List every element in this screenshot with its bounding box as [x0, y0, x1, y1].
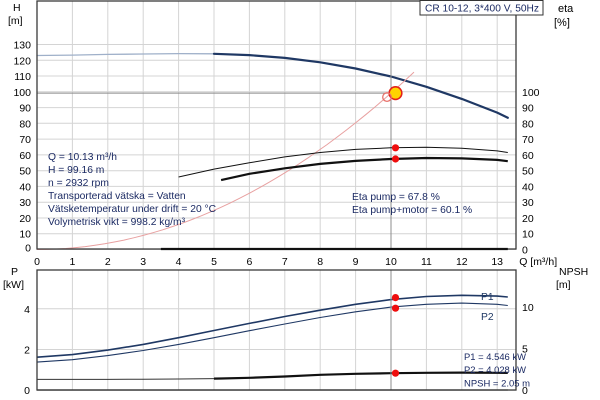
svg-text:10: 10: [385, 256, 397, 268]
svg-text:2: 2: [105, 256, 111, 268]
svg-text:2: 2: [24, 345, 30, 357]
svg-text:P1: P1: [481, 292, 494, 303]
svg-text:30: 30: [19, 197, 31, 209]
svg-text:50: 50: [19, 166, 31, 178]
svg-text:Eta pump = 67.8 %: Eta pump = 67.8 %: [352, 192, 440, 203]
svg-text:[m]: [m]: [8, 15, 23, 27]
svg-text:90: 90: [19, 103, 31, 115]
svg-text:P2: P2: [481, 312, 494, 323]
svg-text:13: 13: [491, 256, 503, 268]
svg-text:10: 10: [522, 229, 534, 241]
svg-text:Vätsketemperatur under drift =: Vätsketemperatur under drift = 20 °C: [48, 204, 217, 215]
svg-text:3: 3: [140, 256, 146, 268]
svg-text:11: 11: [421, 256, 432, 268]
svg-text:20: 20: [522, 213, 534, 225]
svg-text:Q = 10.13 m³/h: Q = 10.13 m³/h: [48, 152, 117, 163]
svg-text:[%]: [%]: [554, 17, 570, 29]
svg-text:7: 7: [282, 256, 288, 268]
svg-text:H = 99.16 m: H = 99.16 m: [48, 165, 104, 176]
svg-text:4: 4: [176, 256, 182, 268]
svg-text:P2 = 4.028 kW: P2 = 4.028 kW: [464, 365, 527, 376]
svg-text:100: 100: [522, 87, 540, 99]
svg-text:0: 0: [34, 256, 40, 268]
svg-text:80: 80: [19, 118, 31, 130]
svg-text:130: 130: [13, 40, 31, 52]
svg-text:70: 70: [19, 134, 31, 146]
svg-text:0: 0: [522, 245, 528, 257]
svg-text:110: 110: [14, 71, 31, 83]
svg-text:H: H: [13, 2, 21, 14]
svg-text:90: 90: [522, 103, 534, 115]
svg-text:Volymetrisk vikt = 998.2 kg/m³: Volymetrisk vikt = 998.2 kg/m³: [48, 217, 186, 228]
svg-text:6: 6: [246, 256, 252, 268]
svg-text:10: 10: [522, 302, 534, 314]
svg-text:10: 10: [19, 229, 31, 241]
svg-text:5: 5: [211, 256, 217, 268]
svg-text:n = 2932 rpm: n = 2932 rpm: [48, 178, 109, 189]
svg-text:[m]: [m]: [556, 279, 571, 291]
svg-text:P1 = 4.546 kW: P1 = 4.546 kW: [464, 352, 527, 363]
svg-text:60: 60: [19, 150, 31, 162]
svg-text:8: 8: [317, 256, 323, 268]
svg-text:CR 10-12, 3*400 V, 50Hz: CR 10-12, 3*400 V, 50Hz: [425, 3, 539, 14]
svg-text:20: 20: [19, 213, 31, 225]
svg-text:9: 9: [353, 256, 359, 268]
svg-text:NPSH: NPSH: [559, 266, 588, 278]
svg-text:[kW]: [kW]: [3, 279, 24, 291]
svg-text:120: 120: [13, 55, 31, 67]
svg-text:eta: eta: [558, 3, 574, 15]
svg-text:12: 12: [456, 256, 468, 268]
svg-text:Transporterad vätska = Vatten: Transporterad vätska = Vatten: [48, 191, 186, 202]
svg-text:80: 80: [522, 118, 534, 130]
svg-text:0: 0: [24, 385, 30, 397]
svg-text:60: 60: [522, 150, 534, 162]
svg-text:40: 40: [19, 181, 31, 193]
svg-text:0: 0: [25, 243, 31, 255]
svg-text:4: 4: [24, 304, 30, 316]
svg-text:P: P: [11, 266, 18, 278]
svg-text:50: 50: [522, 166, 534, 178]
svg-text:30: 30: [522, 197, 534, 209]
svg-text:100: 100: [13, 87, 31, 99]
svg-text:70: 70: [522, 134, 534, 146]
svg-text:1: 1: [69, 256, 75, 268]
svg-text:Eta pump+motor = 60.1 %: Eta pump+motor = 60.1 %: [352, 205, 472, 216]
svg-text:40: 40: [522, 181, 534, 193]
svg-text:Q [m³/h]: Q [m³/h]: [519, 256, 557, 268]
svg-text:NPSH = 2.05 m: NPSH = 2.05 m: [464, 378, 530, 389]
